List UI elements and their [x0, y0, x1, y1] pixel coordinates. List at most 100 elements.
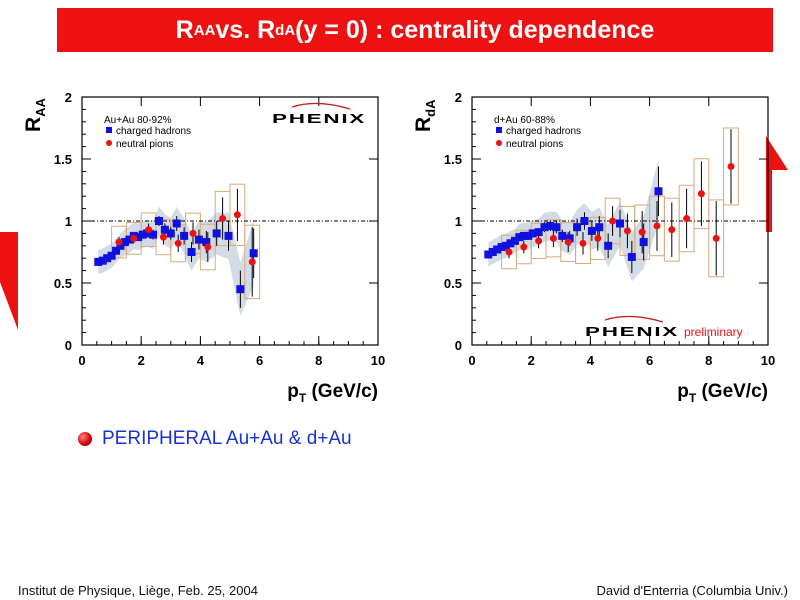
title-da-subscript: dA [275, 21, 296, 39]
y-tick-label: 1 [455, 214, 462, 229]
footer-right: David d'Enterria (Columbia Univ.) [596, 583, 788, 598]
charged-hadron-point [224, 231, 233, 240]
neutral-pion-point [697, 190, 705, 198]
x-tick-label: 4 [587, 353, 595, 368]
charged-hadron-point [552, 223, 561, 232]
phenix-logo-swoosh [291, 102, 351, 110]
neutral-pion-point [189, 229, 197, 237]
charged-hadron-point [654, 187, 663, 196]
legend-circle-marker [496, 140, 502, 146]
neutral-pion-point [579, 239, 587, 247]
charged-hadron-point [112, 246, 121, 255]
charged-hadron-point [236, 285, 245, 294]
x-tick-label: 2 [138, 353, 145, 368]
charged-hadron-point [540, 223, 549, 232]
bullet-text: PERIPHERAL Au+Au & d+Au [102, 428, 352, 449]
charged-hadron-point [595, 223, 604, 232]
charged-hadron-point [573, 223, 582, 232]
raa-plot: 0 0.5 1 1.5 2 0 2 4 6 8 10 Au+Au 80-92%charged hadr… [22, 90, 385, 405]
charged-hadron-point [506, 239, 515, 248]
charged-hadron-point [187, 248, 196, 256]
phenix-logo-swoosh [604, 315, 664, 323]
title-r: R [175, 15, 194, 44]
neutral-pion-point [727, 162, 735, 170]
phenix-logo: PHENIX [272, 102, 366, 126]
systematic-box [199, 223, 216, 271]
charged-hadron-point [587, 226, 596, 235]
charged-hadron-point [510, 236, 519, 245]
charged-hadron-point [515, 233, 524, 242]
legend-square-marker [106, 127, 112, 133]
y-axis-label: RdA [412, 99, 438, 132]
neutral-pion-point [115, 238, 123, 246]
y-tick-label: 2 [455, 90, 462, 105]
charged-hadron-point [519, 231, 528, 240]
neutral-pion-point [130, 234, 138, 242]
charged-hadron-point [149, 230, 158, 239]
x-tick-label: 8 [315, 353, 322, 368]
x-tick-label: 0 [78, 353, 85, 368]
neutral-pion-point [653, 222, 661, 230]
neutral-pion-point [564, 238, 572, 246]
charged-hadron-point [125, 235, 134, 244]
charged-hadron-point [94, 257, 103, 266]
phenix-logo: PHENIX [585, 315, 679, 339]
charged-hadron-point [524, 231, 533, 240]
neutral-pion-point [535, 237, 543, 245]
x-tick-label: 10 [761, 353, 775, 368]
charged-hadron-point [103, 254, 112, 263]
neutral-pion-point [159, 233, 167, 241]
charged-hadron-point [98, 256, 107, 265]
phenix-logo-text: PHENIX [272, 111, 366, 126]
charged-hadron-point [120, 238, 129, 247]
legend-neutral-pions: neutral pions [116, 139, 173, 150]
legend-title: d+Au 60-88% [494, 115, 555, 126]
charged-hadron-point [502, 241, 511, 250]
charged-hadron-point [212, 229, 221, 238]
neutral-pion-point [248, 258, 256, 266]
legend-neutral-pions: neutral pions [506, 139, 563, 150]
y-tick-label: 0 [455, 338, 462, 353]
systematic-box [708, 199, 725, 278]
charged-hadron-point [138, 230, 147, 239]
down-arrow-icon [0, 232, 18, 330]
charged-hadron-point [484, 250, 493, 259]
charged-hadron-point [488, 248, 497, 256]
charged-hadron-point [107, 251, 116, 260]
neutral-pion-point [594, 234, 602, 242]
charged-hadron-point [616, 219, 624, 228]
y-tick-label: 2 [65, 90, 72, 105]
charged-hadron-point [154, 217, 163, 225]
x-tick-label: 10 [371, 353, 385, 368]
charged-hadron-point [639, 238, 648, 247]
y-tick-label: 0.5 [444, 276, 462, 291]
x-tick-label: 2 [528, 353, 535, 368]
legend-charged-hadrons: charged hadrons [116, 126, 191, 137]
charged-hadron-point [143, 229, 152, 238]
title-rest: (y = 0) : centrality dependence [295, 15, 655, 44]
title-vs: vs. R [215, 15, 276, 44]
neutral-pion-point [174, 239, 182, 247]
systematic-box [693, 158, 710, 230]
charged-hadron-point [558, 231, 567, 240]
neutral-pion-point [638, 228, 646, 236]
charged-hadron-point [493, 245, 502, 254]
neutral-pion-point [683, 215, 691, 223]
charged-hadron-point [565, 234, 574, 243]
y-tick-label: 0.5 [54, 276, 72, 291]
title-aa-subscript: AA [193, 21, 216, 39]
neutral-pion-point [712, 234, 720, 242]
y-tick-label: 0 [65, 338, 72, 353]
phenix-logo-text: PHENIX [585, 324, 679, 339]
neutral-pion-point [233, 211, 241, 219]
up-arrow-icon [766, 136, 788, 232]
charged-hadron-point [528, 229, 537, 238]
neutral-pion-point [623, 227, 631, 235]
systematic-box [244, 224, 261, 300]
neutral-pion-point [549, 234, 557, 242]
preliminary-label: preliminary [684, 325, 743, 339]
charged-hadron-point [580, 217, 589, 225]
charged-hadron-point [166, 229, 175, 238]
neutral-pion-point [204, 243, 212, 251]
